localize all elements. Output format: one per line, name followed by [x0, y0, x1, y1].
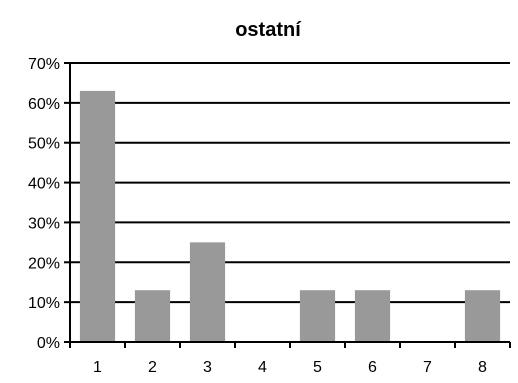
y-tick-label: 0% [37, 335, 60, 352]
bars [79, 90, 501, 343]
x-tick-label-5: 5 [313, 359, 322, 376]
y-tick-labels: 0% 10% 20% 30% 40% 50% 60% 70% [28, 56, 60, 352]
y-tick-label: 20% [28, 255, 60, 272]
bar-1 [79, 90, 116, 343]
bar-8 [464, 290, 501, 342]
y-tick-label: 10% [28, 295, 60, 312]
bar-5 [299, 290, 336, 342]
y-tick-label: 60% [28, 96, 60, 113]
x-tick-label-1: 1 [93, 359, 102, 376]
bar-2 [134, 290, 171, 342]
x-tick-label-4: 4 [258, 359, 267, 376]
bar-6 [354, 290, 391, 342]
y-tick-label: 50% [28, 136, 60, 153]
x-tick-label-8: 8 [478, 359, 487, 376]
bar-3 [189, 242, 226, 342]
x-tick-label-6: 6 [368, 359, 377, 376]
y-tick-label: 70% [28, 56, 60, 73]
x-tick-label-7: 7 [423, 359, 432, 376]
x-tick-labels: 1 2 3 4 5 6 7 8 [93, 359, 487, 376]
x-tick-label-3: 3 [203, 359, 212, 376]
gridlines [70, 62, 510, 304]
x-tick-label-2: 2 [148, 359, 157, 376]
axes [64, 62, 511, 348]
y-tick-label: 30% [28, 215, 60, 232]
chart-title: ostatní [235, 19, 302, 41]
y-tick-label: 40% [28, 176, 60, 193]
